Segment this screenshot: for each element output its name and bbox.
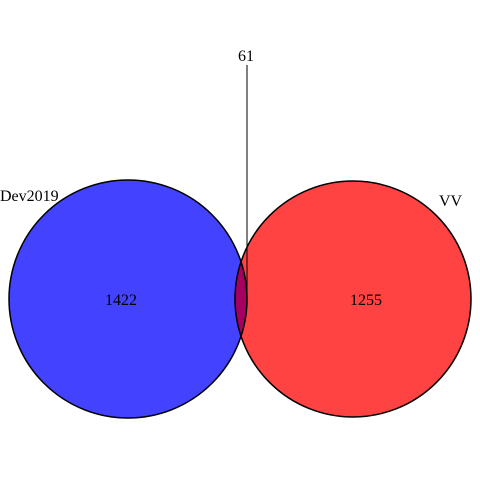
- set-vv-only-count-label: 1255: [350, 292, 382, 309]
- set-dev2019-only-count-label: 1422: [105, 292, 137, 309]
- set-vv-circle: [235, 181, 471, 417]
- intersection-count-label: 61: [238, 48, 254, 65]
- set-vv-name-label: VV: [439, 193, 463, 210]
- set-dev2019-circle: [9, 180, 247, 418]
- set-dev2019-name-label: Dev2019: [0, 188, 59, 205]
- set-vv-outline: [234, 180, 472, 418]
